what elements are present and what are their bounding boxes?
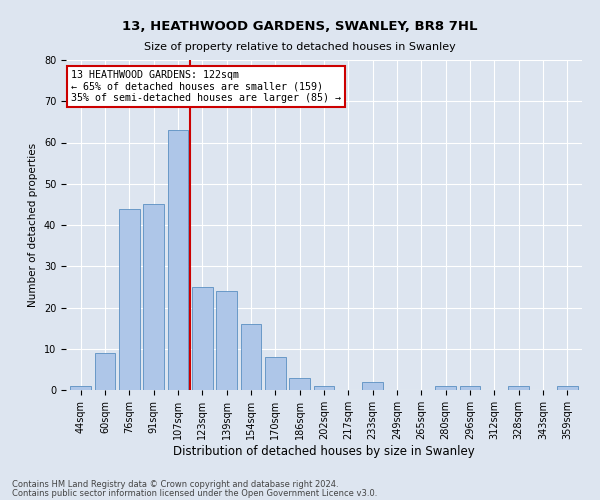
Bar (314, 386, 334, 390)
Bar (436, 386, 456, 390)
Bar (289, 378, 310, 390)
Bar (265, 357, 286, 390)
Y-axis label: Number of detached properties: Number of detached properties (28, 143, 38, 307)
Bar (241, 324, 262, 390)
Text: Size of property relative to detached houses in Swanley: Size of property relative to detached ho… (144, 42, 456, 52)
Text: Contains HM Land Registry data © Crown copyright and database right 2024.: Contains HM Land Registry data © Crown c… (12, 480, 338, 489)
Text: 13, HEATHWOOD GARDENS, SWANLEY, BR8 7HL: 13, HEATHWOOD GARDENS, SWANLEY, BR8 7HL (122, 20, 478, 33)
Bar (167, 130, 188, 390)
Bar (557, 386, 578, 390)
Bar (362, 382, 383, 390)
X-axis label: Distribution of detached houses by size in Swanley: Distribution of detached houses by size … (173, 444, 475, 458)
Bar (216, 291, 237, 390)
Bar (119, 208, 140, 390)
Bar (460, 386, 481, 390)
Text: 13 HEATHWOOD GARDENS: 122sqm
← 65% of detached houses are smaller (159)
35% of s: 13 HEATHWOOD GARDENS: 122sqm ← 65% of de… (71, 70, 341, 103)
Bar (95, 353, 115, 390)
Bar (70, 386, 91, 390)
Bar (192, 287, 212, 390)
Text: Contains public sector information licensed under the Open Government Licence v3: Contains public sector information licen… (12, 488, 377, 498)
Bar (143, 204, 164, 390)
Bar (508, 386, 529, 390)
